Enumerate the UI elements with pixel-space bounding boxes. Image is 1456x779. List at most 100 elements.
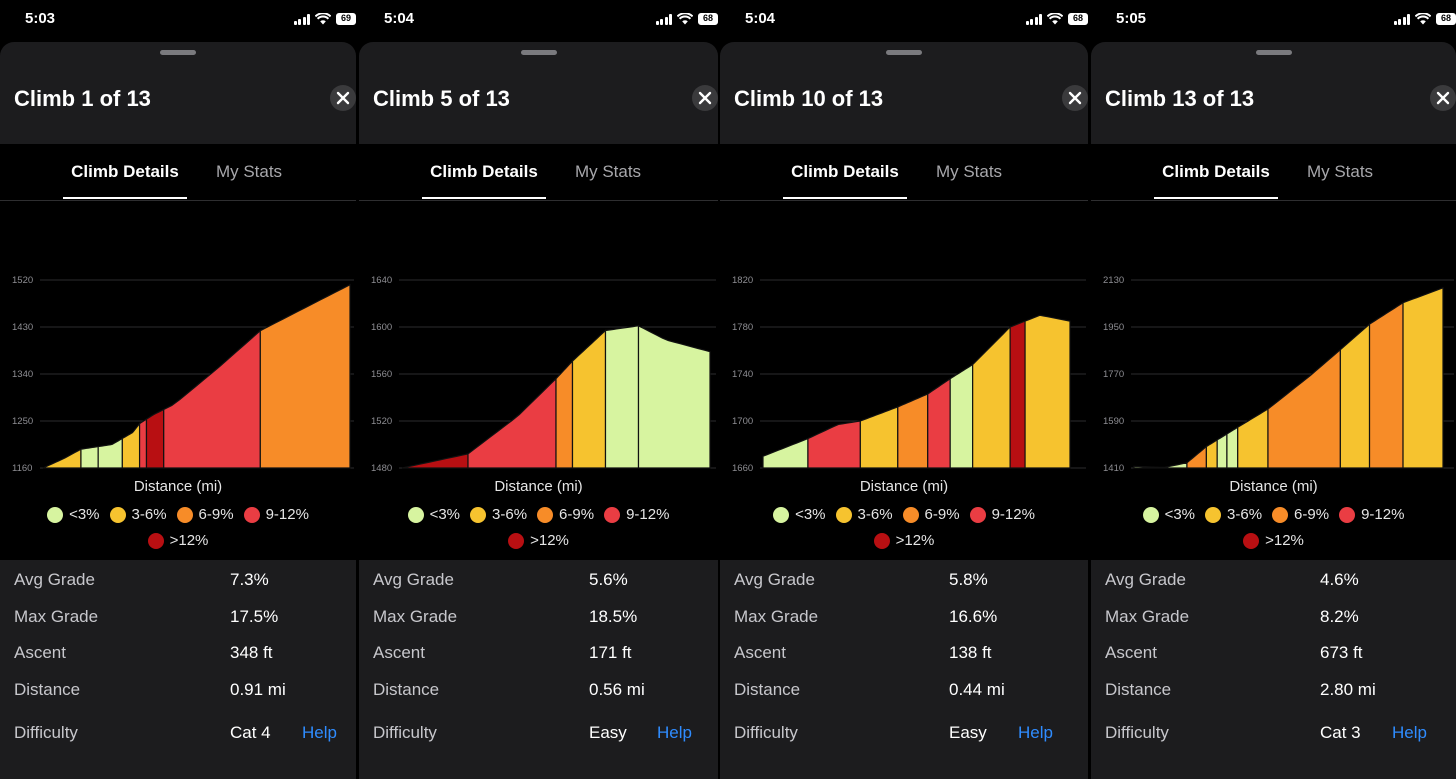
close-button[interactable] [1062,85,1088,111]
close-button[interactable] [330,85,356,111]
y-tick-label: 1250 [12,416,33,427]
climb-screen: 5:03 69 Climb 1 of 13 Climb Details My S… [0,0,356,779]
legend-item: 3-6% [1205,506,1262,523]
y-tick-label: 1340 [12,369,33,380]
legend-swatch [243,506,260,523]
x-axis-title: Distance (mi) [494,478,583,495]
close-button[interactable] [692,85,718,111]
tab-divider [1091,200,1456,201]
sheet-grabber[interactable] [886,50,922,55]
max-grade-value: 18.5% [589,607,638,626]
grade-segment [163,329,261,469]
difficulty-value: Cat 4 [230,723,271,742]
distance-label: Distance [734,680,801,699]
x-axis-title: Distance (mi) [1229,478,1318,495]
legend-item: 9-12% [969,506,1035,523]
grade-segment [604,325,640,469]
y-tick-label: 1520 [371,416,392,427]
ascent-value: 171 ft [589,643,632,662]
y-tick-label: 1660 [732,463,753,474]
legend-item: 6-9% [902,506,960,523]
legend-swatch [1205,506,1222,523]
sheet-grabber[interactable] [1255,50,1292,55]
battery-icon: 69 [336,13,356,25]
wifi-icon [1415,13,1431,25]
difficulty-value: Easy [589,723,627,742]
legend-row-2: >12% [0,532,356,549]
legend-label: >12% [1265,532,1304,549]
grade-segment [401,453,469,469]
legend-item: >12% [873,532,935,549]
grade-segment [807,420,861,469]
climb-title: Climb 5 of 13 [373,86,510,111]
avg-grade-label: Avg Grade [14,570,95,589]
status-time: 5:04 [384,10,415,27]
legend-label: 3-6% [492,506,528,523]
legend-item: 6-9% [537,506,594,523]
legend-item: 9-12% [604,506,669,523]
elevation-chart: 1640160015601520148020.8621.0521.24 [371,275,716,474]
difficulty-value: Easy [949,723,987,742]
tab-divider [720,200,1088,201]
difficulty-label: Difficulty [734,723,798,742]
close-icon [1436,91,1450,105]
status-bar: 5:05 68 [1091,0,1456,40]
legend-label: >12% [169,532,209,549]
help-link[interactable]: Help [302,723,337,742]
status-bar: 5:04 68 [359,0,718,40]
tab-climb-details[interactable]: Climb Details [1162,162,1270,181]
grade-segment [762,437,809,469]
close-icon [698,91,712,105]
y-tick-label: 1600 [371,322,392,333]
tab-my-stats[interactable]: My Stats [935,162,1003,181]
legend-label: 6-9% [198,506,234,523]
max-grade-label: Max Grade [1105,607,1190,626]
tab-my-stats[interactable]: My Stats [574,162,642,181]
max-grade-label: Max Grade [14,607,99,626]
signal-icon [1393,13,1410,25]
tab-underline [422,197,546,199]
elevation-chart: 152014301340125011602.512.803.103.40 [12,275,354,474]
tab-climb-details[interactable]: Climb Details [791,162,899,181]
climb-content: Climb Details My Stats 1640 1600 1560 1520 1… [359,144,718,560]
legend-row-2: >12% [359,532,718,549]
y-tick-label: 1820 [732,275,753,286]
x-axis-title: Distance (mi) [859,478,949,495]
help-link[interactable]: Help [1392,723,1427,742]
legend-swatch [1339,506,1356,523]
legend-label: <3% [1164,506,1196,523]
grade-segment [121,421,141,469]
distance-value: 2.80 mi [1320,680,1376,699]
legend-label: <3% [69,506,100,523]
grade-segment [1339,322,1371,469]
sheet-grabber[interactable] [520,50,557,55]
legend-row-2: >12% [1091,532,1456,549]
legend-swatch [902,506,919,523]
close-button[interactable] [1430,85,1456,111]
legend-item: 9-12% [243,506,309,523]
legend-item: 6-9% [1272,506,1329,523]
legend-item: <3% [47,506,100,523]
legend-item: >12% [508,532,569,549]
avg-grade-value: 4.6% [1320,570,1359,589]
sheet-grabber[interactable] [160,50,196,55]
y-tick-label: 1430 [12,322,33,333]
help-link[interactable]: Help [1018,723,1053,742]
climb-sheet: Climb 1 of 13 Climb Details My Stats 152… [0,42,356,779]
grade-segment [1024,314,1071,469]
tab-climb-details[interactable]: Climb Details [430,162,538,181]
grade-segment [1009,320,1026,469]
tab-climb-details[interactable]: Climb Details [71,162,179,181]
legend-item: <3% [407,506,460,523]
climb-screen: 5:04 68 Climb 10 of 13 Climb Details My … [720,0,1088,779]
tab-my-stats[interactable]: My Stats [215,162,283,181]
legend-label: >12% [895,532,935,549]
grade-segment [1133,462,1188,469]
tab-my-stats[interactable]: My Stats [1306,162,1374,181]
legend-item: 3-6% [470,506,527,523]
grade-segment [1402,286,1444,469]
legend-row-1: <3% 3-6% 6-9% 9-12% [720,506,1088,523]
legend-row-1: <3% 3-6% 6-9% 9-12% [1091,506,1456,523]
help-link[interactable]: Help [657,723,692,742]
grade-segment [555,359,574,469]
